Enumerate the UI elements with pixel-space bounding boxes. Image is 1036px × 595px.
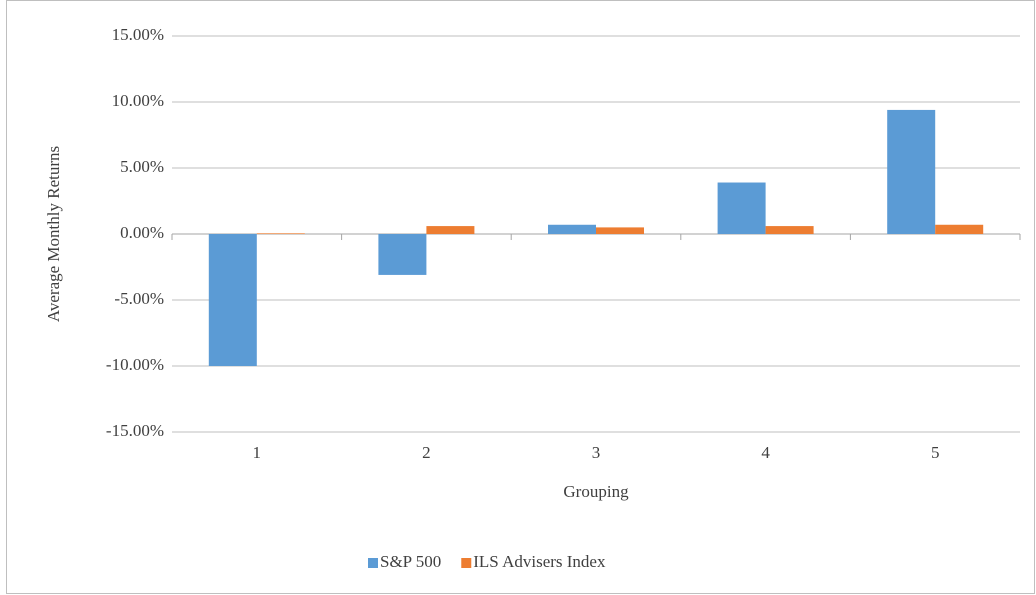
x-axis-title: Grouping	[563, 482, 629, 501]
legend-swatch	[461, 558, 472, 568]
legend-label: S&P 500	[380, 552, 441, 571]
y-tick-label: -15.00%	[106, 421, 164, 440]
bar	[887, 109, 936, 234]
bar	[256, 233, 305, 234]
legend-label: ILS Advisers Index	[473, 552, 606, 571]
x-tick-label: 5	[931, 443, 940, 462]
legend-swatch	[368, 558, 378, 568]
chart-border	[6, 0, 1035, 594]
bar	[717, 182, 766, 234]
bar	[208, 234, 257, 366]
bar	[596, 227, 644, 234]
x-tick-label: 2	[422, 443, 431, 462]
y-tick-label: -10.00%	[106, 355, 164, 374]
x-tick-label: 4	[761, 443, 770, 462]
x-tick-label: 1	[253, 443, 262, 462]
y-tick-label: 10.00%	[112, 91, 164, 110]
y-axis-title: Average Monthly Returns	[44, 146, 63, 322]
y-tick-label: 15.00%	[112, 25, 164, 44]
y-tick-label: -5.00%	[114, 289, 164, 308]
bar	[765, 226, 814, 234]
y-tick-label: 5.00%	[120, 157, 164, 176]
bar	[426, 226, 475, 234]
bar	[378, 234, 427, 275]
y-tick-label: 0.00%	[120, 223, 164, 242]
x-tick-label: 3	[592, 443, 601, 462]
bar	[548, 224, 596, 234]
bar	[935, 224, 984, 234]
